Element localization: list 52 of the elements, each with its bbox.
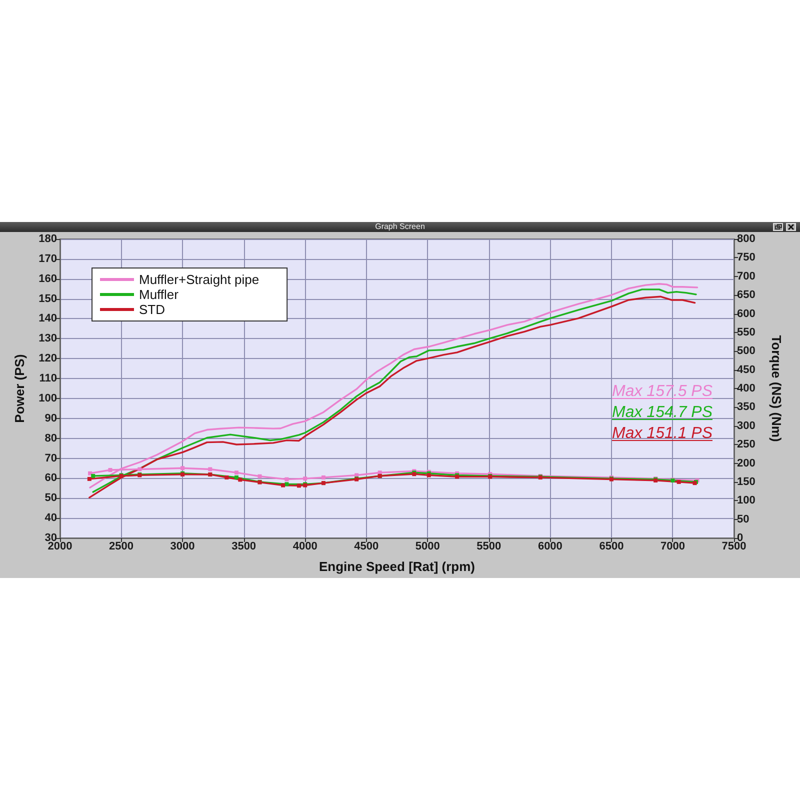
x-tick-label: 7000 — [660, 540, 685, 552]
y2-tick-label: 500 — [737, 345, 756, 358]
legend-label: Muffler+Straight pipe — [139, 272, 260, 287]
y-tick-label: 140 — [38, 312, 57, 325]
x-tick-label: 3000 — [170, 540, 195, 552]
y-tick-label: 180 — [38, 233, 57, 245]
y-tick-label: 70 — [44, 452, 57, 464]
y2-tick-label: 750 — [737, 252, 756, 264]
y-tick-label: 40 — [44, 512, 57, 524]
y2-tick-label: 100 — [737, 494, 756, 507]
y-tick-label: 130 — [38, 332, 57, 345]
y2-tick-label: 300 — [737, 420, 756, 432]
y2-axis-title: Torque (NS) (Nm) — [769, 335, 784, 442]
legend-label: Muffler — [139, 287, 180, 302]
y2-tick-label: 350 — [737, 401, 756, 414]
x-tick-label: 6500 — [599, 540, 624, 552]
legend-label: STD — [139, 302, 165, 317]
x-tick-label: 2500 — [109, 540, 134, 552]
y2-tick-label: 400 — [737, 382, 756, 394]
y-tick-label: 60 — [44, 472, 57, 484]
y2-tick-label: 250 — [737, 438, 756, 451]
chart-title: Graph Screen — [375, 222, 425, 232]
x-tick-label: 5500 — [476, 540, 502, 552]
y-tick-label: 100 — [38, 392, 57, 404]
y-tick-label: 160 — [38, 272, 57, 285]
y2-tick-label: 450 — [737, 364, 756, 376]
x-tick-label: 2000 — [48, 540, 72, 552]
y-tick-label: 90 — [44, 412, 57, 424]
y-tick-label: 50 — [44, 492, 57, 504]
y-tick-label: 110 — [39, 372, 57, 385]
y-tick-label: 150 — [38, 292, 57, 305]
x-axis-title: Engine Speed [Rat] (rpm) — [318, 559, 476, 574]
x-tick-label: 5000 — [415, 540, 440, 552]
x-tick-label: 4000 — [292, 540, 318, 552]
annotation: Max 154.7 PS — [612, 403, 712, 422]
y2-tick-label: 650 — [737, 289, 756, 302]
x-tick-label: 3500 — [232, 540, 256, 552]
y-tick-label: 120 — [38, 352, 57, 365]
y2-tick-label: 50 — [737, 513, 750, 526]
x-tick-label: 6000 — [538, 540, 562, 552]
x-tick-label: 7500 — [722, 540, 746, 552]
x-tick-label: 4500 — [354, 540, 379, 552]
y2-tick-label: 700 — [737, 270, 756, 282]
y-axis-title: Power (PS) — [12, 354, 27, 423]
y2-tick-label: 150 — [737, 476, 756, 488]
y-tick-label: 170 — [38, 252, 57, 265]
annotation: Max 151.1 PS — [612, 424, 712, 443]
y2-tick-label: 800 — [737, 233, 756, 245]
y2-tick-label: 600 — [737, 308, 756, 320]
y-tick-label: 80 — [44, 432, 57, 444]
y2-tick-label: 200 — [737, 457, 756, 470]
y2-tick-label: 550 — [737, 326, 756, 338]
